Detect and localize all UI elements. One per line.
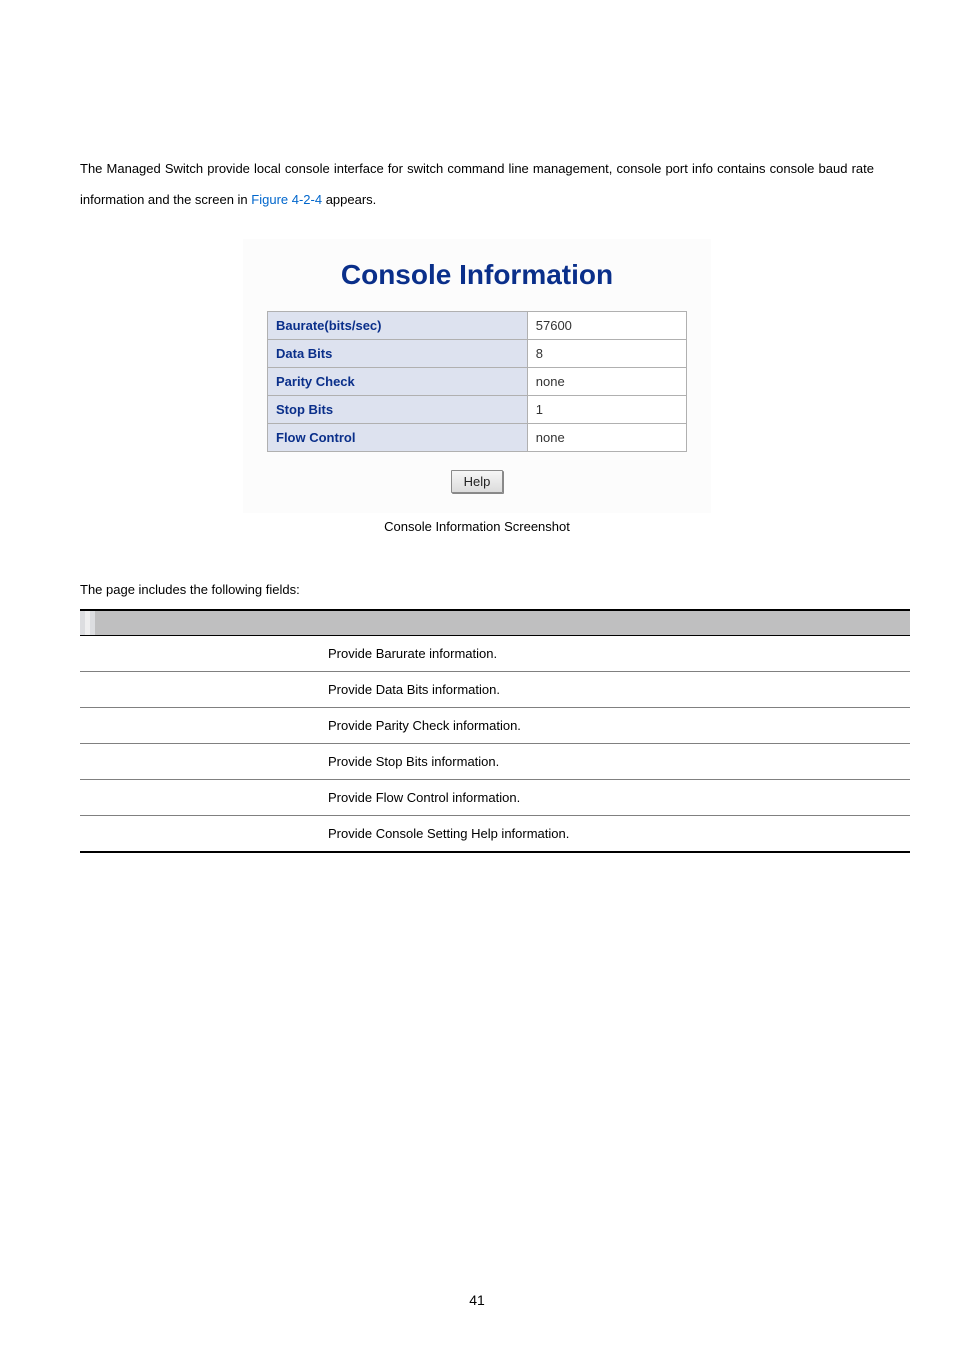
fields-intro: The page includes the following fields: bbox=[80, 582, 874, 597]
row-value: none bbox=[527, 368, 686, 396]
fields-desc-cell: Provide Flow Control information. bbox=[328, 780, 910, 816]
table-row: Parity Check none bbox=[268, 368, 687, 396]
table-row: Stop Bits 1 bbox=[268, 396, 687, 424]
fields-desc-cell: Provide Parity Check information. bbox=[328, 708, 910, 744]
row-value: 8 bbox=[527, 340, 686, 368]
fields-object-cell bbox=[80, 708, 328, 744]
fields-object-cell bbox=[80, 744, 328, 780]
table-row: Flow Control none bbox=[268, 424, 687, 452]
page-number: 41 bbox=[0, 1292, 954, 1308]
intro-paragraph: The Managed Switch provide local console… bbox=[80, 153, 874, 215]
console-information-figure: Console Information Baurate(bits/sec) 57… bbox=[243, 239, 711, 513]
fields-object-cell bbox=[80, 672, 328, 708]
fields-header-row bbox=[80, 610, 910, 636]
figure-caption: Console Information Screenshot bbox=[80, 519, 874, 534]
fields-row: Provide Stop Bits information. bbox=[80, 744, 910, 780]
row-label: Parity Check bbox=[268, 368, 528, 396]
fields-desc-cell: Provide Barurate information. bbox=[328, 636, 910, 672]
intro-text-after: appears. bbox=[322, 192, 376, 207]
row-label: Flow Control bbox=[268, 424, 528, 452]
row-label: Baurate(bits/sec) bbox=[268, 312, 528, 340]
help-button[interactable]: Help bbox=[451, 470, 504, 493]
row-label: Stop Bits bbox=[268, 396, 528, 424]
fields-row: Provide Parity Check information. bbox=[80, 708, 910, 744]
fields-row: Provide Data Bits information. bbox=[80, 672, 910, 708]
fields-desc-cell: Provide Stop Bits information. bbox=[328, 744, 910, 780]
fields-row: Provide Console Setting Help information… bbox=[80, 816, 910, 853]
row-value: none bbox=[527, 424, 686, 452]
table-row: Baurate(bits/sec) 57600 bbox=[268, 312, 687, 340]
row-value: 57600 bbox=[527, 312, 686, 340]
fields-row: Provide Flow Control information. bbox=[80, 780, 910, 816]
fields-object-cell bbox=[80, 636, 328, 672]
table-row: Data Bits 8 bbox=[268, 340, 687, 368]
help-button-wrap: Help bbox=[267, 470, 687, 493]
console-table: Baurate(bits/sec) 57600 Data Bits 8 Pari… bbox=[267, 311, 687, 452]
fields-header-band bbox=[80, 611, 910, 635]
row-value: 1 bbox=[527, 396, 686, 424]
page: The Managed Switch provide local console… bbox=[0, 0, 954, 1350]
fields-desc-cell: Provide Console Setting Help information… bbox=[328, 816, 910, 853]
row-label: Data Bits bbox=[268, 340, 528, 368]
fields-desc-cell: Provide Data Bits information. bbox=[328, 672, 910, 708]
fields-row: Provide Barurate information. bbox=[80, 636, 910, 672]
intro-text-before: The Managed Switch provide local console… bbox=[80, 161, 874, 207]
intro-figure-ref: Figure 4-2-4 bbox=[251, 192, 322, 207]
fields-object-cell bbox=[80, 816, 328, 853]
band-rest bbox=[95, 611, 910, 635]
fields-table: Provide Barurate information. Provide Da… bbox=[80, 609, 910, 853]
figure-title: Console Information bbox=[267, 259, 687, 291]
fields-object-cell bbox=[80, 780, 328, 816]
